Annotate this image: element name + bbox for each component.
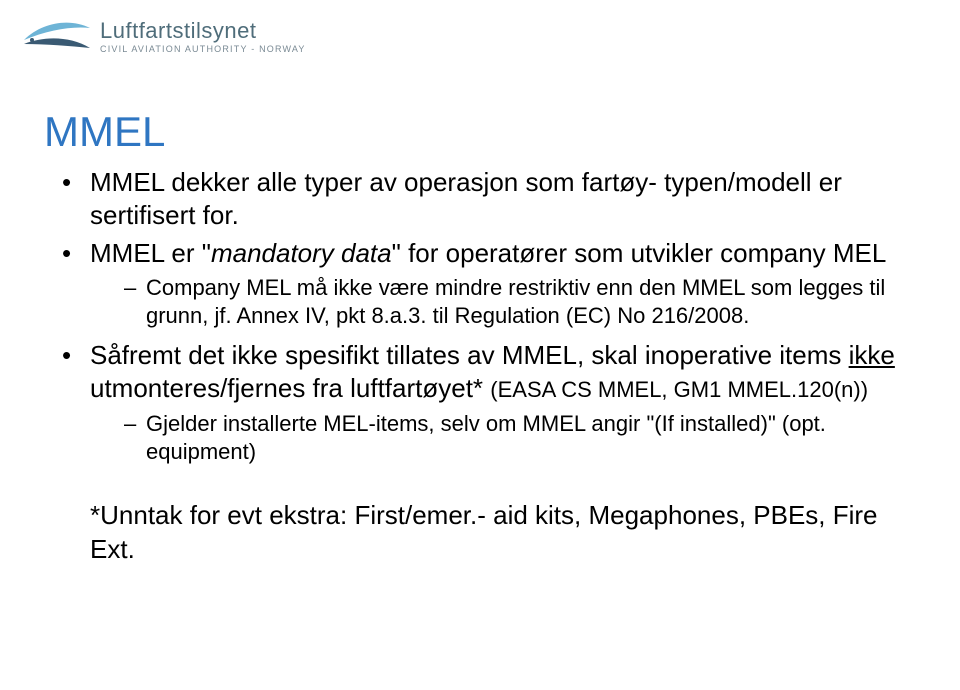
bullet-3-post: utmonteres/fjernes fra luftfartøyet* [90,373,490,403]
logo-swoosh-icon [22,14,92,60]
footnote: *Unntak for evt ekstra: First/emer.- aid… [90,499,920,567]
main-bullet-list: MMEL dekker alle typer av operasjon som … [62,166,920,467]
logo-text: Luftfartstilsynet CIVIL AVIATION AUTHORI… [100,19,306,55]
bullet-3-sub-text: Gjelder installerte MEL-items, selv om M… [146,411,826,465]
bullet-2-sublist: Company MEL må ikke være mindre restrikt… [124,274,920,331]
bullet-3-underline: ikke [849,340,895,370]
bullet-3-sublist: Gjelder installerte MEL-items, selv om M… [124,410,920,467]
bullet-2-sub-text: Company MEL må ikke være mindre restrikt… [146,275,885,329]
bullet-2-post: for operatører som utvikler company MEL [401,238,887,268]
logo-area: Luftfartstilsynet CIVIL AVIATION AUTHORI… [22,14,306,60]
bullet-2-pre: MMEL er [90,238,202,268]
bullet-2: MMEL er "mandatory data" for operatører … [62,237,920,331]
bullet-1: MMEL dekker alle typer av operasjon som … [62,166,920,233]
bullet-1-text: MMEL dekker alle typer av operasjon som … [90,167,842,230]
bullet-2-italic: mandatory data [211,238,392,268]
bullet-3-sub: Gjelder installerte MEL-items, selv om M… [124,410,920,467]
bullet-3: Såfremt det ikke spesifikt tillates av M… [62,339,920,467]
content-area: MMEL MMEL dekker alle typer av operasjon… [44,108,920,566]
slide-title: MMEL [44,108,920,156]
bullet-2-sub: Company MEL må ikke være mindre restrikt… [124,274,920,331]
logo-main-text: Luftfartstilsynet [100,19,306,43]
bullet-3-small: (EASA CS MMEL, GM1 MMEL.120(n)) [490,377,868,402]
footnote-text: *Unntak for evt ekstra: First/emer.- aid… [90,500,878,564]
bullet-3-pre: Såfremt det ikke spesifikt tillates av M… [90,340,849,370]
logo-sub-text: CIVIL AVIATION AUTHORITY - NORWAY [100,45,306,55]
bullet-2-quote-close: " [392,238,401,268]
bullet-2-quote-open: " [202,238,211,268]
slide-container: Luftfartstilsynet CIVIL AVIATION AUTHORI… [0,0,960,690]
